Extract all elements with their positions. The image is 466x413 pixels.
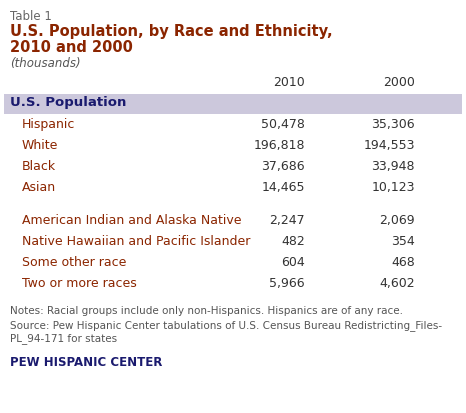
Text: Some other race: Some other race [22, 256, 126, 269]
Text: 482: 482 [281, 235, 305, 248]
Text: 33,948: 33,948 [371, 160, 415, 173]
Text: 2010: 2010 [273, 76, 305, 89]
Text: (thousands): (thousands) [10, 57, 81, 70]
Text: 2,247: 2,247 [269, 214, 305, 227]
Bar [4, 94, 462, 114]
Text: 2,069: 2,069 [379, 214, 415, 227]
Text: PEW HISPANIC CENTER: PEW HISPANIC CENTER [10, 356, 162, 369]
Text: American Indian and Alaska Native: American Indian and Alaska Native [22, 214, 241, 227]
Text: Native Hawaiian and Pacific Islander: Native Hawaiian and Pacific Islander [22, 235, 250, 248]
Text: 4,602: 4,602 [379, 277, 415, 290]
Text: 354: 354 [391, 235, 415, 248]
Text: White: White [22, 139, 58, 152]
Text: 37,686: 37,686 [261, 160, 305, 173]
Text: 194,553: 194,553 [363, 139, 415, 152]
Text: Black: Black [22, 160, 56, 173]
Text: Hispanic: Hispanic [22, 118, 75, 131]
Text: Two or more races: Two or more races [22, 277, 137, 290]
Text: Source: Pew Hispanic Center tabulations of U.S. Census Bureau Redistricting_File: Source: Pew Hispanic Center tabulations … [10, 320, 442, 331]
Text: Notes: Racial groups include only non-Hispanics. Hispanics are of any race.: Notes: Racial groups include only non-Hi… [10, 306, 403, 316]
Text: 2000: 2000 [383, 76, 415, 89]
Text: 2010 and 2000: 2010 and 2000 [10, 40, 133, 55]
Text: Table 1: Table 1 [10, 10, 52, 23]
Text: 196,818: 196,818 [254, 139, 305, 152]
Text: 604: 604 [281, 256, 305, 269]
Text: 35,306: 35,306 [371, 118, 415, 131]
Text: 5,966: 5,966 [269, 277, 305, 290]
Text: Asian: Asian [22, 181, 56, 194]
Text: PL_94-171 for states: PL_94-171 for states [10, 333, 117, 344]
Text: U.S. Population: U.S. Population [10, 96, 126, 109]
Text: 10,123: 10,123 [371, 181, 415, 194]
Text: U.S. Population, by Race and Ethnicity,: U.S. Population, by Race and Ethnicity, [10, 24, 333, 39]
Text: 14,465: 14,465 [261, 181, 305, 194]
Text: 50,478: 50,478 [261, 118, 305, 131]
Text: 468: 468 [391, 256, 415, 269]
